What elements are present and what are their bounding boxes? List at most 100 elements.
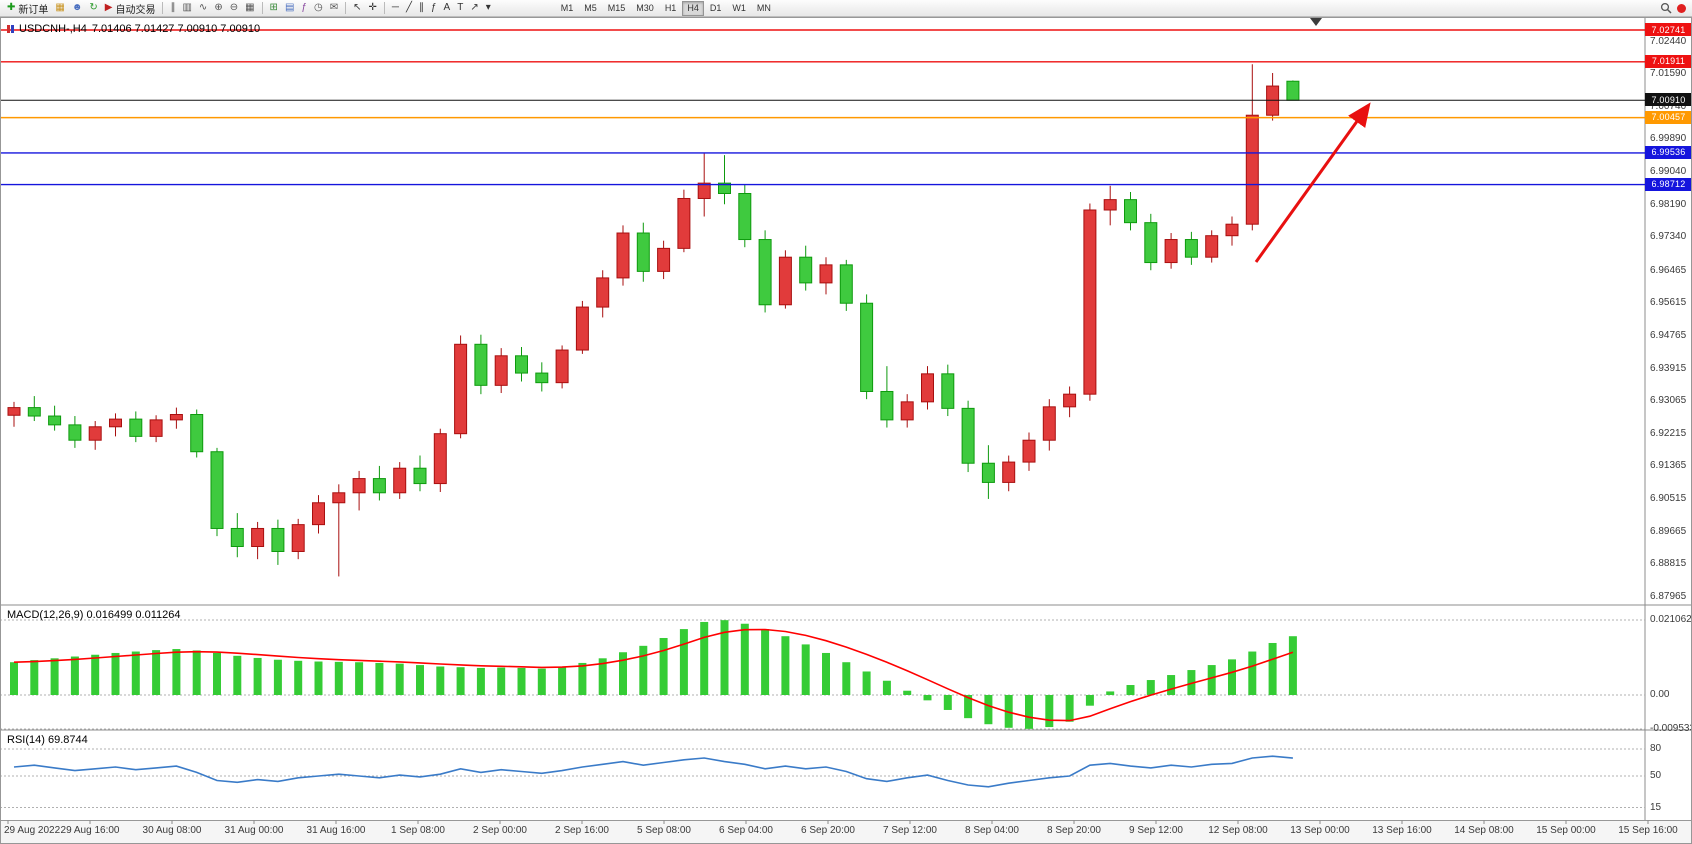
bar-chart-icon: ∥ <box>170 2 176 13</box>
panel-separators <box>0 17 1692 820</box>
price-axis-label: 6.94765 <box>1650 330 1687 342</box>
time-axis-label: 6 Sep 20:00 <box>801 825 855 836</box>
refresh-button[interactable]: ↻ <box>86 1 100 16</box>
price-axis-label: 6.87965 <box>1650 590 1687 602</box>
chart-symbol-label: USDCNH-,H4 7.01406 7.01427 7.00910 7.009… <box>7 23 260 35</box>
toolbar-separator <box>345 2 347 14</box>
price-axis-label: 6.96465 <box>1650 264 1687 276</box>
price-axis-label: 6.97340 <box>1650 231 1687 243</box>
rsi-scale-label: 80 <box>1650 743 1662 754</box>
crosshair-button[interactable]: ✛ <box>365 1 379 16</box>
candlestick-style-button[interactable]: ▥ <box>179 1 194 16</box>
price-axis-label: 7.02440 <box>1650 35 1687 47</box>
time-axis-label: 31 Aug 00:00 <box>224 825 284 836</box>
time-axis-label: 5 Sep 08:00 <box>637 825 691 836</box>
chart-shift-marker[interactable] <box>1310 18 1322 26</box>
time-axis-label: 8 Sep 04:00 <box>965 825 1019 836</box>
macd-scale-label: 0.021062 <box>1650 613 1692 625</box>
timeframe-button-MN[interactable]: MN <box>756 3 771 13</box>
templates-icon: ▤ <box>284 2 295 13</box>
time-axis-label: 2 Sep 16:00 <box>555 825 609 836</box>
time-axis-label: 31 Aug 16:00 <box>306 825 366 836</box>
trendline-icon: ╱ <box>405 2 412 13</box>
price-axis-label: 6.89665 <box>1650 525 1687 537</box>
period-button[interactable]: ◷ <box>311 1 326 16</box>
toolbar: ✚ 新订单 ▦ ☻ ↻ ▶ 自动交易 ∥ ▥ ∿ ⊕ ⊖ ▦ ⊞ ▤ ƒ ◷ ✉ ↖ ✛ ─ ╱ ∥ ƒ A T ↗ ▾ M1 M5 M15… <box>0 0 1692 17</box>
fibonacci-icon: ƒ <box>430 2 437 13</box>
zoom-in-icon: ⊕ <box>214 2 223 13</box>
new-chart-button[interactable]: ⊞ <box>267 1 281 16</box>
cursor-button[interactable]: ↖ <box>350 1 364 16</box>
time-axis-label: 9 Sep 12:00 <box>1129 825 1183 836</box>
bar-chart-style-button[interactable]: ∥ <box>167 1 178 16</box>
price-axis-label: 6.93065 <box>1650 395 1687 407</box>
rsi-scale-label: 50 <box>1650 770 1662 781</box>
channel-icon: ∥ <box>418 2 424 13</box>
label-tool-button[interactable]: T <box>454 1 466 16</box>
new-order-button[interactable]: ✚ 新订单 <box>4 1 51 16</box>
timeframe-button-M15[interactable]: M15 <box>607 3 626 13</box>
timeframe-button-H1[interactable]: H1 <box>664 3 677 13</box>
notification-badge[interactable] <box>1677 3 1686 13</box>
zoom-in-button[interactable]: ⊕ <box>211 1 225 16</box>
rsi-indicator-label: RSI(14) 69.8744 <box>7 734 88 746</box>
timeframe-button-H4[interactable]: H4 <box>682 0 704 16</box>
search-icon[interactable] <box>1660 2 1672 14</box>
arrows-tool-button[interactable]: ↗ <box>467 1 481 16</box>
text-tool-icon: A <box>443 2 451 13</box>
time-axis-label: 7 Sep 12:00 <box>883 825 937 836</box>
toolbar-separator <box>383 2 385 14</box>
channel-button[interactable]: ∥ <box>416 1 427 16</box>
timeframe-button-M30[interactable]: M30 <box>636 3 654 13</box>
zoom-out-icon: ⊖ <box>229 2 239 13</box>
toolbar-right <box>1660 2 1688 14</box>
tile-windows-button[interactable]: ▦ <box>242 1 257 16</box>
refresh-icon: ↻ <box>89 2 98 13</box>
line-chart-style-button[interactable]: ∿ <box>196 1 210 16</box>
alerts-button[interactable]: ✉ <box>327 1 341 16</box>
macd-signal-line <box>13 628 1294 722</box>
timeframe-button-M1[interactable]: M1 <box>560 3 574 13</box>
trend-arrow-annotation[interactable] <box>1254 102 1371 263</box>
horizontal-line-icon: ─ <box>391 2 399 13</box>
autotrade-button-label: 自动交易 <box>115 4 156 16</box>
text-tool-button[interactable]: A <box>441 1 454 16</box>
horizontal-line-button[interactable]: ─ <box>389 1 402 16</box>
timeframe-button-W1[interactable]: W1 <box>732 3 746 13</box>
time-axis[interactable] <box>0 820 1692 844</box>
fibonacci-button[interactable]: ƒ <box>428 1 440 16</box>
price-axis-label: 6.91365 <box>1650 460 1687 472</box>
autotrade-button[interactable]: ▶ 自动交易 <box>102 1 159 16</box>
clock-icon: ◷ <box>313 2 323 13</box>
price-line-label: 7.02741 <box>1645 23 1692 36</box>
toolbar-separator <box>261 2 263 14</box>
profile-button[interactable]: ☻ <box>69 1 86 16</box>
zoom-out-button[interactable]: ⊖ <box>227 1 241 16</box>
macd-scale-label: -0.009533 <box>1650 722 1692 734</box>
price-line-label: 6.99536 <box>1645 145 1692 159</box>
charts-button[interactable]: ▦ <box>52 1 67 16</box>
price-lines[interactable] <box>0 29 1645 186</box>
timeframe-button-M5[interactable]: M5 <box>584 3 597 13</box>
price-line-label: 7.01911 <box>1645 54 1692 68</box>
price-axis-label: 6.93915 <box>1650 362 1687 374</box>
indicators-icon: ƒ <box>301 2 307 13</box>
price-axis-label: 6.88815 <box>1650 558 1687 570</box>
ohlc-readout: 7.01406 7.01427 7.00910 7.00910 <box>91 23 261 35</box>
time-axis-label: 12 Sep 08:00 <box>1208 825 1268 836</box>
chart-icon: ▦ <box>55 2 65 13</box>
timeframe-toolbar: M1 M5 M15 M30 H1 H4 D1 W1 MN <box>556 0 776 16</box>
timeframe-button-D1[interactable]: D1 <box>709 3 722 13</box>
time-axis-label: 2 Sep 00:00 <box>473 825 527 836</box>
indicators-button[interactable]: ƒ <box>298 1 310 16</box>
arrows-dropdown-button[interactable]: ▾ <box>483 1 494 16</box>
crosshair-icon: ✛ <box>368 2 377 13</box>
trendline-button[interactable]: ╱ <box>403 1 415 16</box>
price-axis-label: 6.92215 <box>1650 427 1687 439</box>
candlestick-icon: ▥ <box>182 2 192 13</box>
templates-button[interactable]: ▤ <box>282 1 297 16</box>
chart-window-icon <box>7 25 14 33</box>
price-axis-label: 6.90515 <box>1650 493 1687 505</box>
